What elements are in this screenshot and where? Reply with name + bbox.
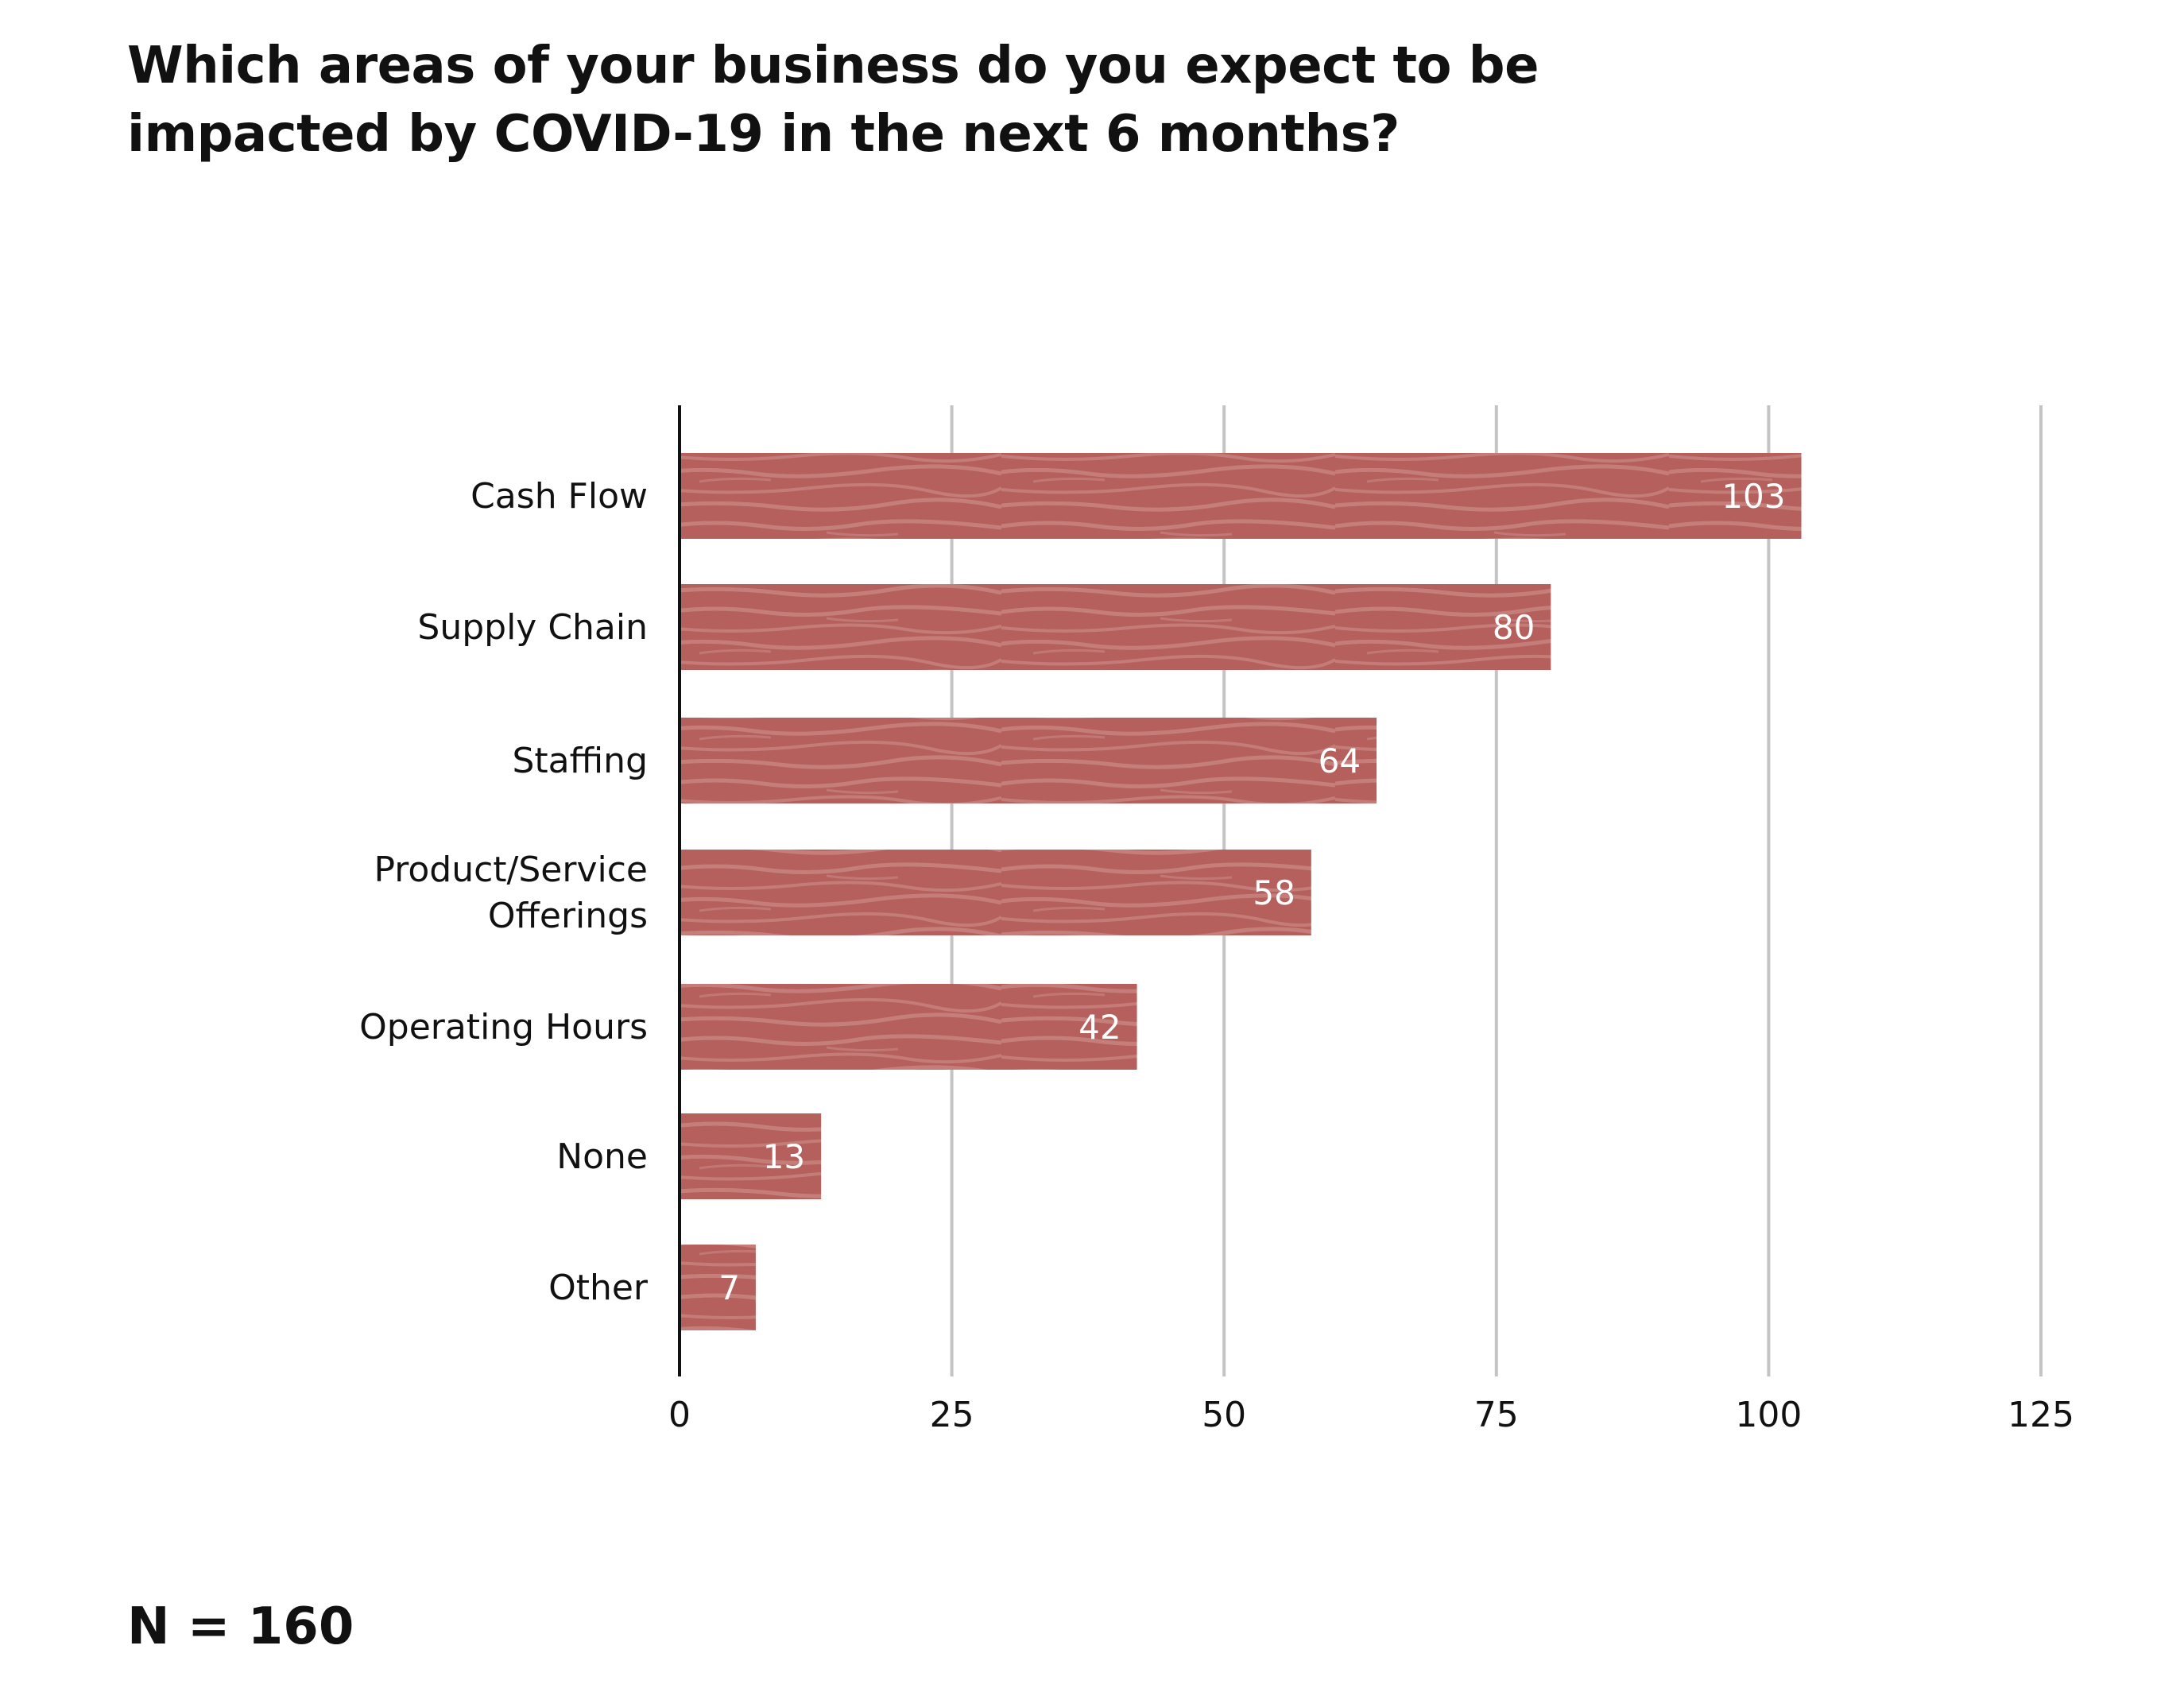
category-label: Offerings xyxy=(488,896,648,936)
x-tick-label: 0 xyxy=(668,1395,691,1435)
chart-title-line-1: Which areas of your business do you expe… xyxy=(127,37,1539,95)
data-label: 80 xyxy=(1493,608,1535,647)
bars xyxy=(680,453,1802,1330)
x-tick-label: 100 xyxy=(1735,1395,1802,1435)
data-label: 13 xyxy=(763,1137,805,1176)
category-label: Product/Service xyxy=(374,850,648,890)
category-label: Other xyxy=(548,1268,649,1308)
bar xyxy=(680,1245,756,1330)
category-label: Supply Chain xyxy=(417,607,648,648)
category-label: Operating Hours xyxy=(359,1007,648,1047)
x-tick-label: 125 xyxy=(2008,1395,2074,1435)
x-tick-label: 50 xyxy=(1202,1395,1246,1435)
category-label: None xyxy=(556,1136,648,1177)
bar xyxy=(680,584,1551,670)
data-label: 7 xyxy=(718,1268,740,1307)
bar xyxy=(680,850,1311,935)
bar xyxy=(680,1113,822,1199)
x-tick-label: 75 xyxy=(1474,1395,1519,1435)
chart-title-line-2: impacted by COVID-19 in the next 6 month… xyxy=(127,105,1400,164)
x-tick-label: 25 xyxy=(930,1395,974,1435)
sample-size-note: N = 160 xyxy=(127,1597,354,1656)
category-label: Cash Flow xyxy=(470,476,648,517)
chart-title: Which areas of your business do you expe… xyxy=(127,32,1717,168)
category-label: Staffing xyxy=(513,741,649,781)
data-label: 42 xyxy=(1078,1008,1121,1047)
data-label: 103 xyxy=(1721,477,1785,516)
category-labels: Cash Flow Supply Chain Staffing Product/Ser… xyxy=(359,476,649,1308)
bar xyxy=(680,453,1802,539)
bar xyxy=(680,718,1377,803)
bar xyxy=(680,984,1137,1070)
x-tick-labels: 0 25 50 75 100 125 xyxy=(668,1395,2074,1435)
data-label: 58 xyxy=(1253,873,1295,912)
data-labels: 103 80 64 58 42 13 7 xyxy=(718,477,1785,1307)
data-label: 64 xyxy=(1319,741,1361,780)
